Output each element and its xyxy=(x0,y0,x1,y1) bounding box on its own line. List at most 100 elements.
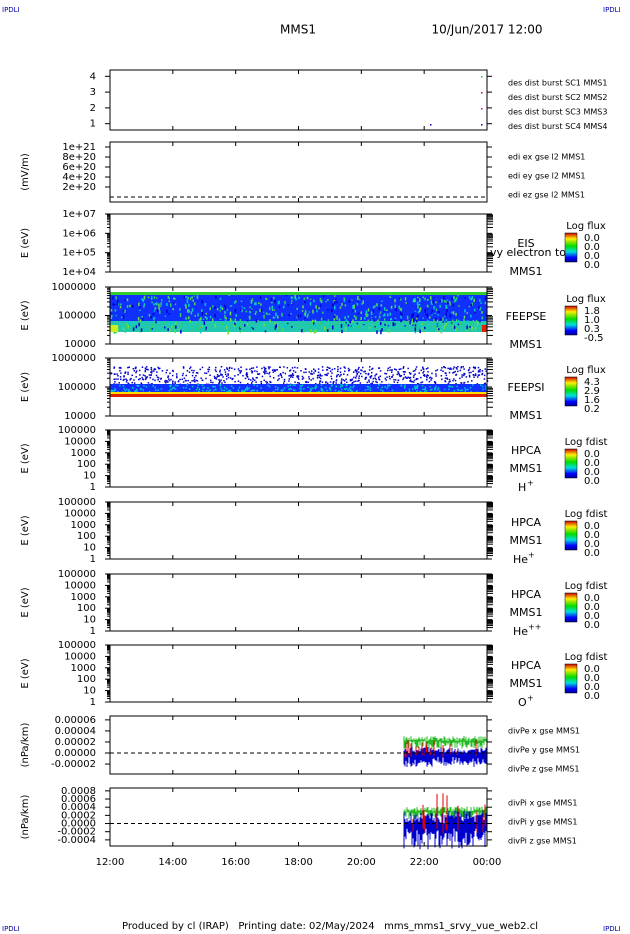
texture xyxy=(210,381,212,384)
texture xyxy=(443,366,445,368)
texture xyxy=(136,391,139,393)
texture xyxy=(370,371,373,374)
texture xyxy=(339,367,342,370)
texture xyxy=(472,319,475,324)
texture xyxy=(419,307,422,311)
texture xyxy=(361,321,363,323)
texture xyxy=(219,318,222,321)
texture xyxy=(415,387,418,389)
texture xyxy=(110,372,112,375)
texture xyxy=(253,389,255,392)
texture xyxy=(404,376,407,378)
texture xyxy=(219,310,222,312)
texture xyxy=(384,372,386,375)
corner-label: IPDLI xyxy=(603,6,621,14)
texture xyxy=(299,390,302,393)
texture xyxy=(453,371,455,374)
texture xyxy=(188,388,191,390)
texture xyxy=(470,298,473,301)
texture xyxy=(349,320,351,324)
texture xyxy=(218,382,221,384)
texture xyxy=(415,378,417,381)
texture xyxy=(273,296,275,300)
texture xyxy=(388,384,391,387)
texture xyxy=(289,387,291,390)
texture xyxy=(414,373,416,375)
texture xyxy=(442,321,445,323)
y-axis-label: E (eV) xyxy=(20,300,31,330)
texture xyxy=(126,322,129,325)
texture xyxy=(484,297,487,300)
texture xyxy=(409,380,411,382)
texture xyxy=(125,381,128,383)
texture xyxy=(433,387,436,389)
colorbar xyxy=(564,232,578,263)
texture xyxy=(243,307,246,310)
texture xyxy=(260,382,263,385)
texture xyxy=(484,382,486,385)
texture xyxy=(334,305,336,310)
y-tick-label: 0.0006 xyxy=(61,794,96,805)
texture xyxy=(412,381,415,383)
texture xyxy=(270,297,273,301)
texture xyxy=(253,384,255,386)
texture xyxy=(127,373,129,376)
texture xyxy=(185,374,187,377)
texture xyxy=(315,328,317,333)
texture xyxy=(320,384,323,386)
texture xyxy=(347,324,350,327)
texture xyxy=(368,369,371,371)
colorbar xyxy=(564,520,578,551)
colorbar-label: 0.0 xyxy=(584,539,600,550)
texture xyxy=(321,375,323,377)
texture xyxy=(265,297,267,300)
texture xyxy=(427,304,429,308)
texture xyxy=(179,378,181,381)
texture xyxy=(364,377,367,380)
texture xyxy=(376,321,379,326)
texture xyxy=(260,309,263,312)
texture xyxy=(328,329,331,332)
texture xyxy=(460,382,463,384)
texture xyxy=(201,379,204,382)
texture xyxy=(460,367,462,369)
texture xyxy=(274,370,276,372)
y-tick-label: 100000 xyxy=(58,311,96,322)
texture xyxy=(351,378,354,380)
texture xyxy=(169,322,172,326)
texture xyxy=(439,304,441,308)
texture xyxy=(196,295,199,300)
texture xyxy=(424,388,426,390)
texture xyxy=(240,300,243,303)
texture xyxy=(472,370,474,373)
texture xyxy=(221,307,224,310)
texture xyxy=(220,387,222,390)
texture xyxy=(340,381,343,384)
texture xyxy=(343,299,346,302)
texture xyxy=(349,379,352,381)
texture xyxy=(455,321,458,325)
y-tick-label: 0.00006 xyxy=(55,715,96,726)
spacecraft-label: MMS1 xyxy=(510,462,543,475)
texture xyxy=(268,313,271,316)
texture xyxy=(229,305,232,307)
texture xyxy=(307,313,309,316)
texture xyxy=(421,322,423,326)
texture xyxy=(326,374,328,377)
texture xyxy=(448,371,451,374)
texture xyxy=(153,368,156,370)
texture xyxy=(223,389,225,392)
texture xyxy=(240,369,242,372)
y-axis-label: E (eV) xyxy=(20,587,31,617)
texture xyxy=(459,321,462,326)
texture xyxy=(229,317,232,322)
texture xyxy=(147,382,150,384)
texture xyxy=(347,367,350,370)
texture xyxy=(478,369,480,372)
texture xyxy=(141,298,144,301)
legend-entry: divPi z gse MMS1 xyxy=(508,837,577,846)
texture xyxy=(331,325,334,330)
texture xyxy=(303,312,306,315)
texture xyxy=(239,318,242,323)
texture xyxy=(277,300,280,305)
